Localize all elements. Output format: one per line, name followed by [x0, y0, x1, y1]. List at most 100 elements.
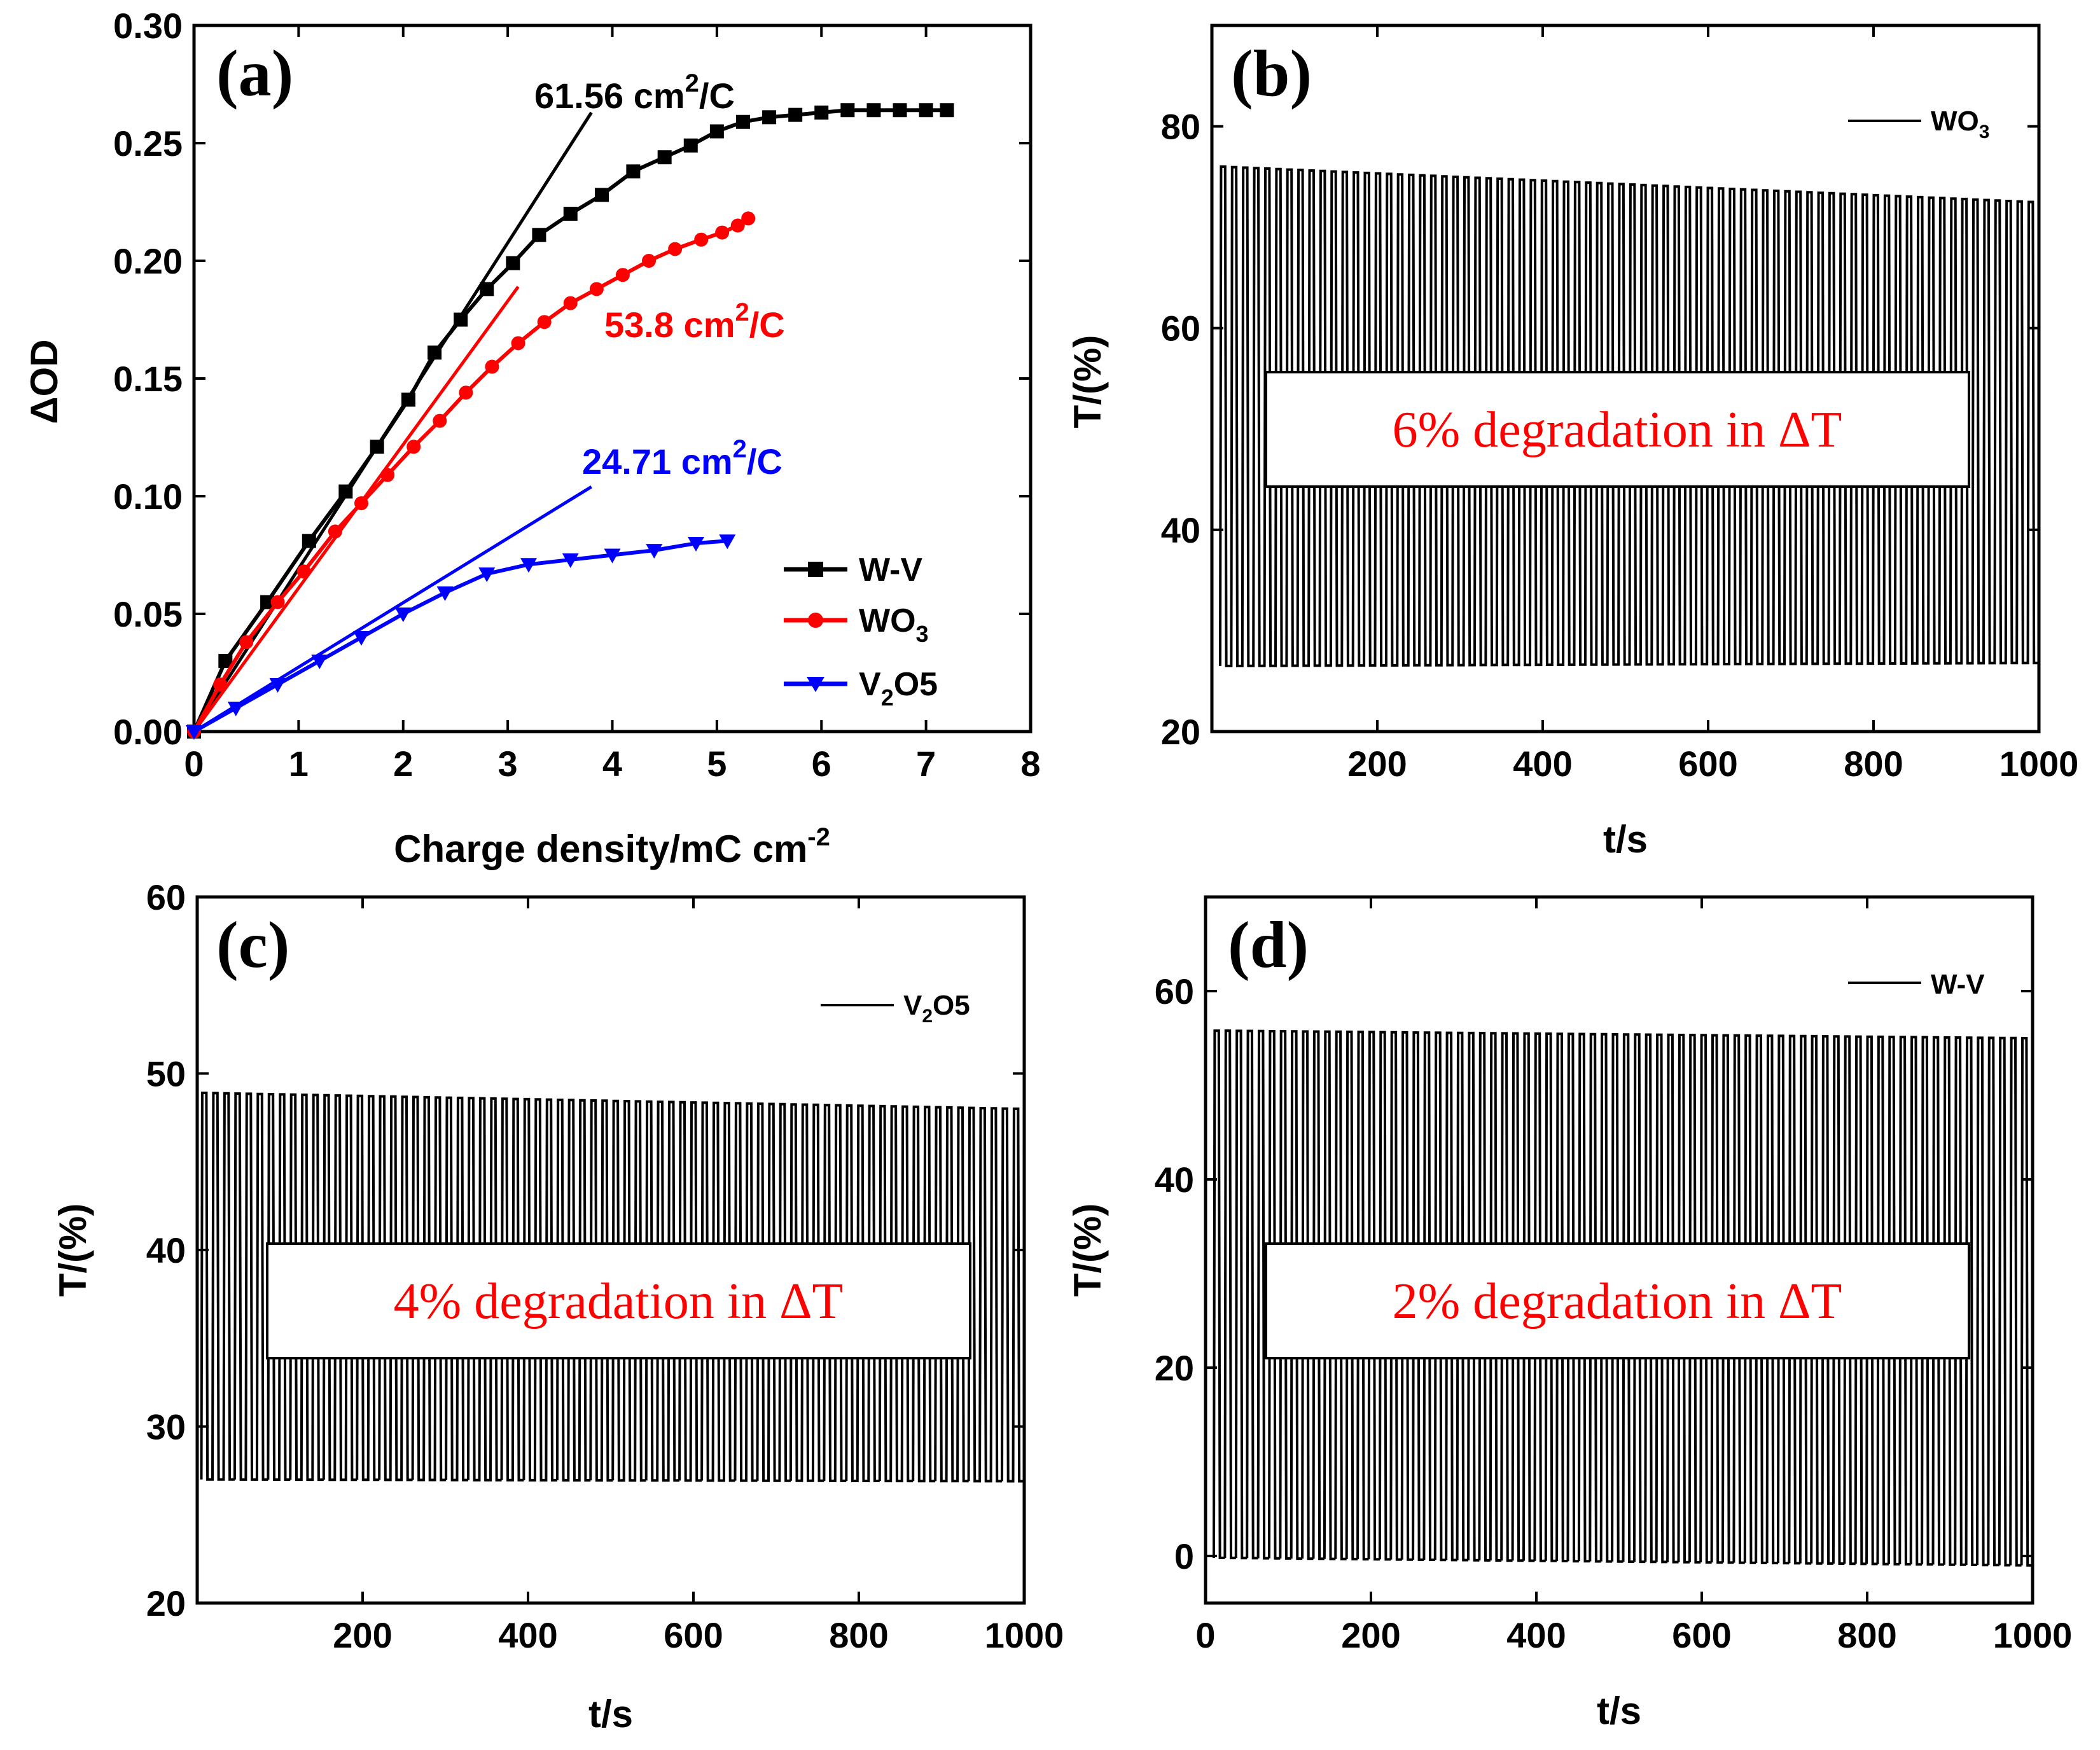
data-point-v2o5: [227, 702, 244, 716]
data-point-v2o5: [269, 678, 286, 693]
panel-a-x-axis-title: Charge density/mC cm-2: [394, 823, 830, 870]
data-point-wo3: [239, 635, 254, 649]
panel-d-legend-label: W-V: [1931, 969, 1985, 1000]
legend-label-v2o5-main: V: [859, 666, 881, 703]
legend-marker-square: [808, 562, 823, 577]
data-point-wo3: [296, 564, 311, 579]
x-tick-label: 400: [1506, 1615, 1566, 1655]
panel-b-x-axis-title: t/s: [1603, 818, 1648, 861]
fit-label-v2o5-main: 24.71 cm: [582, 441, 733, 482]
data-point-w-v: [840, 103, 855, 118]
data-point-w-v: [626, 164, 641, 179]
panel-b-annotation: 6% degradation in ΔT: [1393, 402, 1842, 458]
fit-label-wo3: 53.8 cm2/C: [604, 298, 785, 345]
data-point-w-v: [919, 103, 933, 118]
data-point-w-v: [563, 207, 578, 221]
legend-label-w-v: W-V: [859, 552, 922, 588]
y-tick-label: 80: [1161, 107, 1200, 147]
data-point-w-v: [454, 312, 468, 327]
fit-line-2: [193, 485, 592, 733]
x-tick-label: 1000: [1993, 1615, 2073, 1655]
panel-c-x-tick-labels: 200 400 600 800 1000: [333, 1615, 1064, 1655]
x-tick-label: 400: [1513, 744, 1572, 784]
y-tick-label: 20: [1161, 712, 1200, 752]
data-point-v2o5: [311, 655, 328, 669]
data-point-wo3: [730, 218, 745, 233]
fit-label-v2o5-tail: /C: [747, 441, 782, 482]
x-tick-label: 1: [289, 744, 309, 784]
x-tick-label: 800: [829, 1615, 888, 1655]
data-point-w-v: [480, 282, 494, 296]
data-point-v2o5: [186, 725, 202, 740]
x-tick-label: 4: [602, 744, 622, 784]
fit-label-w-v-main: 61.56 cm: [534, 76, 685, 116]
legend-label-wo3-main: WO: [859, 602, 916, 639]
data-point-w-v: [814, 105, 829, 120]
x-tick-label: 0: [184, 744, 204, 784]
data-point-wo3: [694, 232, 709, 247]
panel-d-x-axis-title: t/s: [1597, 1690, 1641, 1732]
data-point-wo3: [511, 336, 525, 351]
series-line-w-v: [192, 108, 947, 733]
x-tick-label: 1000: [985, 1615, 1064, 1655]
data-point-w-v: [595, 188, 609, 202]
fit-label-wo3-sup: 2: [735, 298, 749, 326]
legend-label-wo3-sub: 3: [916, 621, 929, 647]
data-point-w-v: [657, 150, 672, 165]
data-point-w-v: [218, 654, 233, 668]
x-tick-label: 200: [1347, 744, 1407, 784]
legend-label-v2o5-tail: O5: [894, 666, 938, 703]
y-tick-label: 0.25: [113, 123, 183, 163]
panel-c-transmittance-trace: [200, 1092, 1024, 1483]
y-tick-label: 30: [146, 1407, 186, 1447]
y-tick-label: 50: [146, 1054, 186, 1094]
fit-label-wo3-main: 53.8 cm: [604, 305, 735, 345]
y-tick-label: 0.20: [113, 241, 183, 281]
data-point-wo3: [563, 296, 578, 310]
data-point-v2o5: [478, 567, 496, 583]
y-tick-label: 20: [146, 1583, 186, 1623]
data-point-wo3: [642, 254, 657, 268]
data-point-wo3: [485, 359, 499, 374]
legend-label-v2o5-sub: 2: [881, 684, 894, 711]
panel-a-x-axis-title-main: Charge density/mC cm: [394, 828, 807, 870]
panel-d-y-axis-title: T/(%): [1066, 1204, 1109, 1297]
fit-label-w-v: 61.56 cm2/C: [534, 69, 735, 116]
data-point-wo3: [407, 440, 421, 454]
data-point-wo3: [433, 413, 447, 428]
fit-label-w-v-sup: 2: [685, 69, 699, 97]
y-tick-label: 0.00: [113, 712, 183, 752]
panel-c-legend-sub: 2: [922, 1006, 933, 1027]
x-tick-label: 200: [1341, 1615, 1400, 1655]
data-point-w-v: [940, 103, 954, 118]
data-point-w-v: [709, 124, 724, 139]
x-tick-label: 2: [393, 744, 413, 784]
data-point-w-v: [506, 256, 520, 270]
x-tick-label: 0: [1195, 1615, 1215, 1655]
data-point-wo3: [270, 595, 285, 609]
panel-d-annotation-box: [1265, 1242, 1970, 1359]
data-point-w-v: [893, 103, 907, 118]
panel-b-plot-frame: [1210, 24, 2041, 733]
data-point-v2o5: [436, 586, 454, 601]
y-tick-label: 0: [1174, 1536, 1194, 1576]
data-point-v2o5: [646, 544, 663, 559]
panel-b-annotation-box: [1265, 371, 1970, 488]
y-tick-label: 0.30: [113, 6, 183, 46]
legend-label-wo3: WO3: [859, 602, 929, 647]
data-point-w-v: [370, 440, 384, 454]
panel-a-label: (a): [216, 37, 293, 110]
panel-c-y-axis-title: T/(%): [52, 1204, 94, 1297]
y-tick-label: 0.10: [113, 476, 183, 517]
fit-label-wo3-tail: /C: [749, 305, 785, 345]
panel-b-y-tick-labels: 20 40 60 80: [1161, 107, 1200, 752]
fit-label-w-v-tail: /C: [699, 76, 735, 116]
data-point-v2o5: [719, 534, 736, 550]
panel-d-legend-main: W-V: [1931, 969, 1985, 1000]
legend-marker-triangle-down: [807, 677, 824, 692]
y-tick-label: 40: [1155, 1160, 1194, 1200]
x-tick-label: 7: [916, 744, 936, 784]
data-point-w-v: [866, 103, 881, 118]
panel-c-label: (c): [216, 908, 289, 982]
